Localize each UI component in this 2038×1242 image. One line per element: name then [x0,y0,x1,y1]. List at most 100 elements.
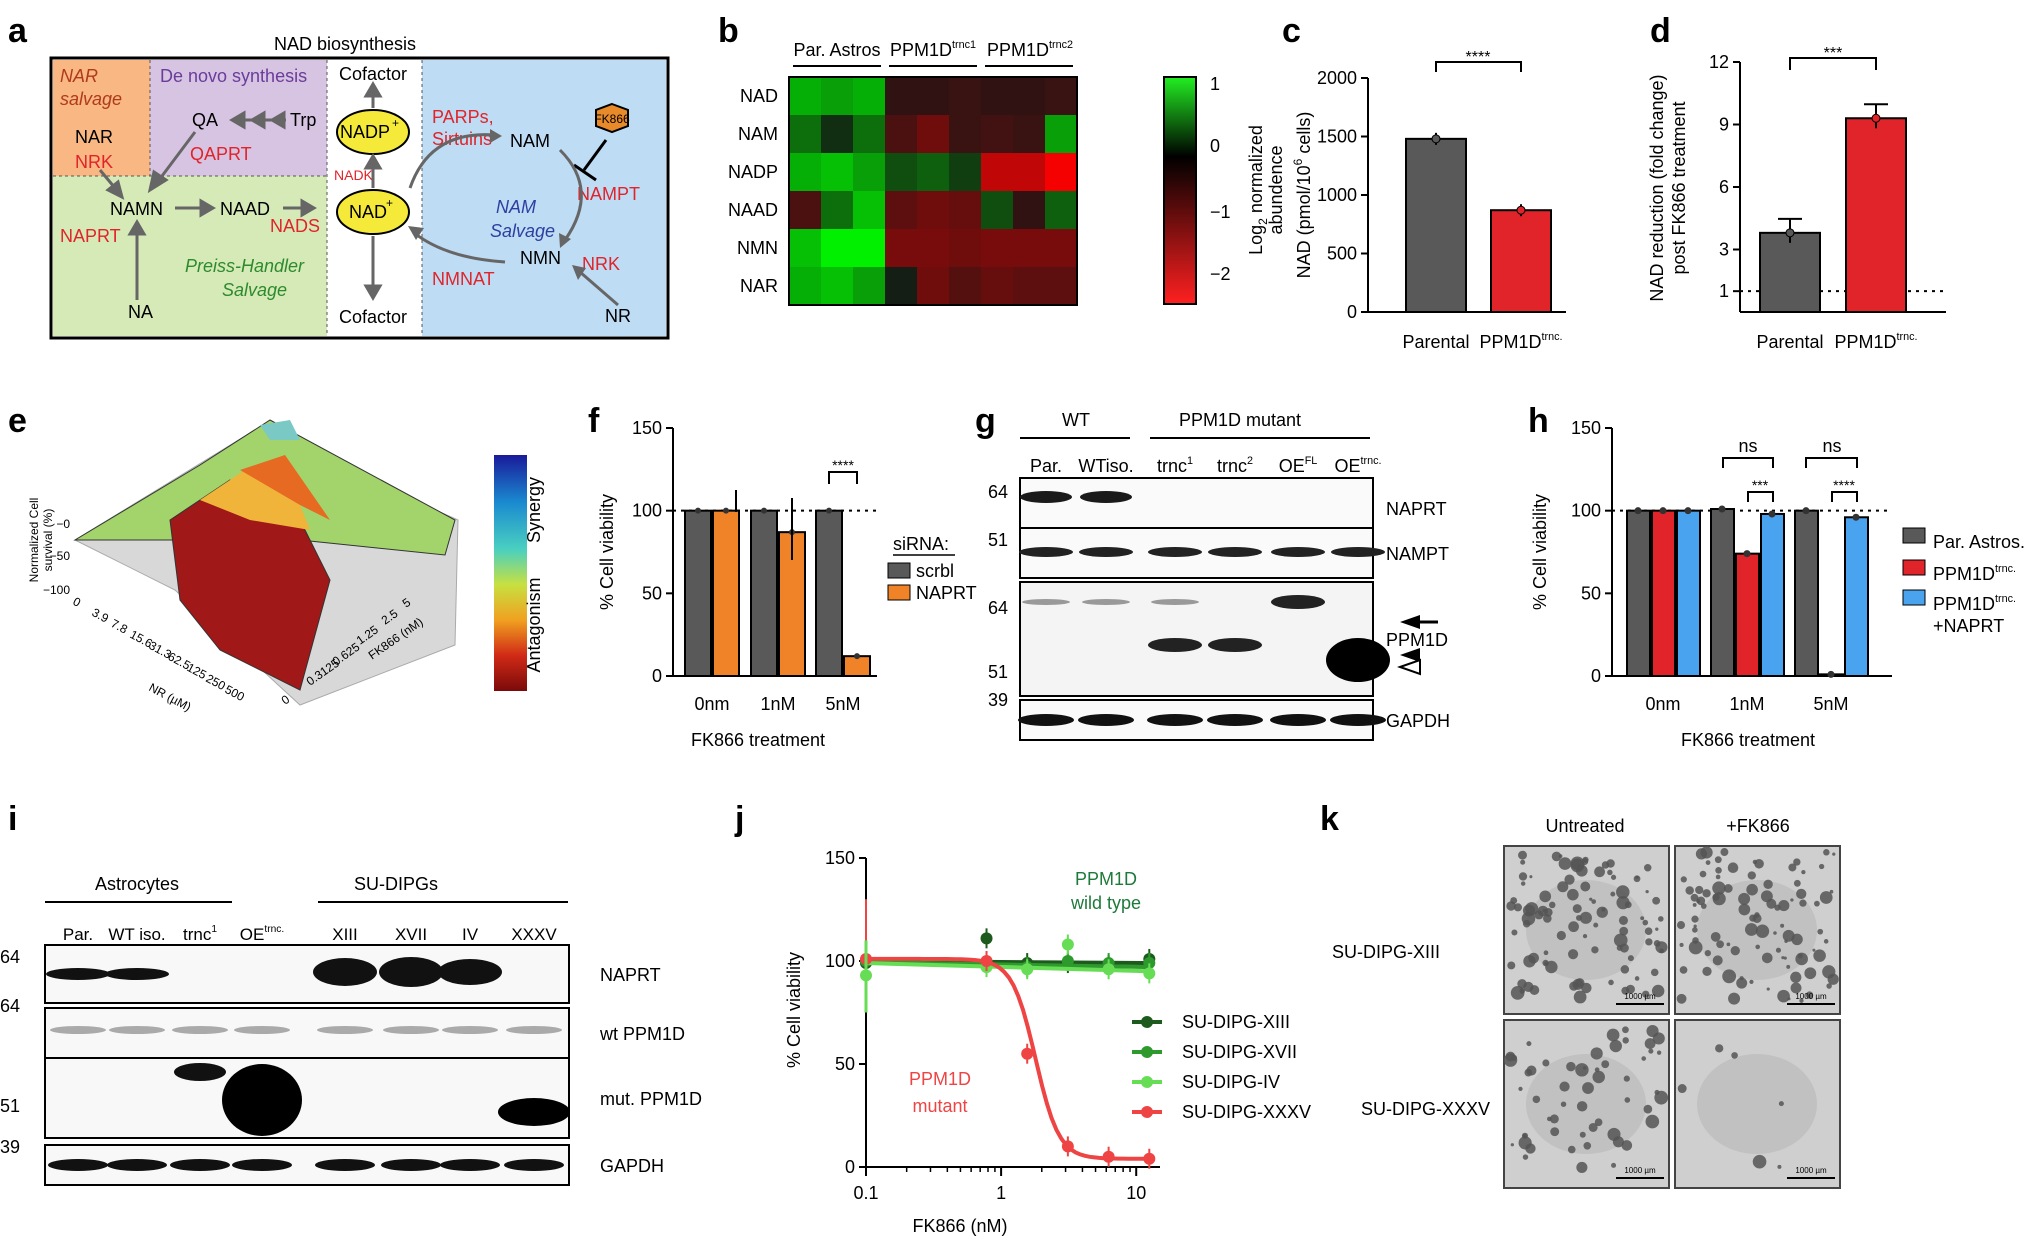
k-spheroid [1782,929,1795,942]
k-spheroid [1702,889,1711,898]
k-spheroid [1676,921,1686,930]
h-bar [1710,508,1735,677]
heatmap-cell [853,267,885,305]
k-spheroid [1518,1086,1523,1091]
k-spheroid [1569,981,1579,991]
k-spheroid [1685,886,1694,895]
i-band [170,1159,230,1171]
k-spheroid [1642,990,1650,998]
k-spheroid [1558,857,1572,870]
i-band [317,1026,373,1034]
j-legend-marker [1141,1016,1153,1028]
k-spheroid [1823,849,1830,856]
h-point [1659,507,1667,515]
k-spheroid [1829,889,1834,894]
k-spheroid [1728,992,1741,1005]
f-sig-bracket [828,471,858,484]
k-spheroid [1691,915,1699,923]
g-band [1207,714,1263,726]
h-bar [1735,552,1760,677]
k-spheroid [1790,971,1802,983]
k-spheroid [1581,982,1592,994]
c-point [1516,205,1526,215]
g-band [1208,547,1262,557]
g-band [1326,638,1390,682]
panel-i: i Astrocytes SU-DIPGs Par. WT iso. trnc1 OEtr… [0,800,702,1186]
j-point [1143,967,1156,980]
k-spheroid [1790,982,1802,994]
h-bar [1651,509,1676,677]
k-spheroid [1583,1141,1592,1150]
k-spheroid [1744,923,1758,936]
h-significance: *** [1752,477,1769,493]
g-blot-label: GAPDH [1386,711,1450,731]
nad-biosynthesis-title: NAD biosynthesis [274,34,416,54]
panel-label-d: d [1650,12,1671,50]
k-spheroid [1511,1054,1518,1061]
f-legend-label: NAPRT [916,583,977,603]
k-spheroid [1634,976,1640,981]
panel-label-g: g [975,402,996,440]
k-spheroid [1606,1028,1620,1042]
enzyme-nmnat: NMNAT [432,269,495,289]
k-spheroid [1588,1122,1598,1132]
f-legend-title: siRNA: [893,534,949,554]
j-point [1061,1140,1074,1153]
heatmap-cell [917,229,949,267]
colorbar-tick: −1 [1210,202,1231,222]
i-blot-label: wt PPM1D [599,1024,685,1044]
h-y-tick-label: 100 [1571,501,1601,521]
k-spheroid [1730,946,1740,956]
k-spheroid [1619,926,1629,936]
f-y-tick-label: 50 [642,583,662,603]
j-point [1061,938,1074,951]
f-group-label: 5nM [825,694,860,714]
j-legend-marker [1141,1106,1153,1118]
h-group-label: 5nM [1813,694,1848,714]
k-spheroid [1693,924,1697,928]
heatmap-cell [853,77,885,115]
j-point [980,932,993,945]
i-band [315,1159,375,1171]
k-scale-label: 1000 µm [1624,992,1656,1001]
panel-label-f: f [588,402,600,440]
k-spheroid [1609,1039,1622,1053]
k-spheroid [1659,948,1664,954]
g-band [1022,599,1070,605]
node-nr: NR [605,306,631,326]
colorbar-tick: 1 [1210,74,1220,94]
k-spheroid [1651,984,1665,998]
i-lane-label: IV [462,925,479,944]
node-qa: QA [192,110,218,130]
j-y-tick-label: 0 [845,1157,855,1177]
i-band [234,1026,290,1034]
k-spheroid [1644,1038,1656,1049]
k-spheroid [1822,965,1836,979]
heatmap-cell [789,229,821,267]
i-band [107,1159,167,1171]
i-band [174,1063,226,1081]
colorbar-tick: 0 [1210,136,1220,156]
j-legend-marker [1141,1046,1153,1058]
k-spheroid [1646,1024,1659,1038]
c-significance: **** [1466,49,1491,66]
heatmap-row-label: NADP [728,162,778,182]
panel-e: e Normalized Cell survival (%) −0 −50 −100… [8,402,544,714]
k-spheroid [1738,892,1751,905]
g-band [1148,638,1202,652]
g-band [1148,547,1202,557]
i-lane-label: XIII [332,925,358,944]
g-band [1208,638,1262,652]
heatmap-grid [788,76,1078,306]
j-y-tick-label: 150 [825,848,855,868]
k-spheroid [1601,907,1606,912]
heatmap-cell [949,229,981,267]
k-spheroid [1579,911,1592,924]
k-spheroid [1692,927,1698,933]
f-y-tick-label: 100 [632,501,662,521]
k-spheroid [1823,939,1829,944]
panel-label-i: i [8,800,17,838]
k-spheroid [1568,921,1579,933]
k-spheroid [1633,875,1641,883]
